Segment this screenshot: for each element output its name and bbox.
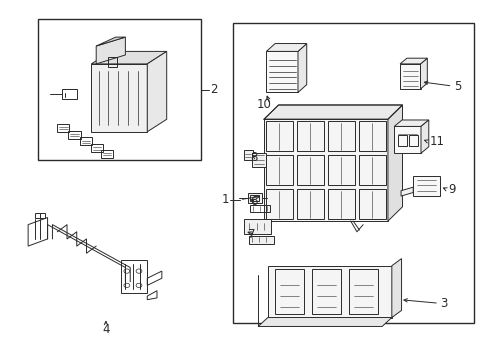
Bar	[250, 205, 269, 212]
Bar	[359, 155, 385, 185]
Bar	[408, 135, 417, 146]
Polygon shape	[420, 58, 427, 89]
Polygon shape	[393, 120, 428, 126]
Bar	[57, 124, 69, 132]
Text: 2: 2	[210, 84, 218, 96]
Polygon shape	[420, 120, 428, 153]
Text: 1: 1	[221, 193, 228, 206]
Bar	[247, 193, 261, 203]
Text: 5: 5	[454, 80, 461, 93]
Bar	[251, 153, 266, 167]
Text: 3: 3	[440, 297, 447, 310]
Bar	[275, 269, 304, 314]
Bar	[266, 51, 297, 93]
Polygon shape	[147, 51, 166, 132]
Bar	[359, 121, 385, 152]
Polygon shape	[399, 58, 427, 64]
Polygon shape	[266, 44, 306, 51]
Bar	[266, 189, 292, 219]
Text: 7: 7	[248, 228, 255, 241]
Bar	[38, 19, 201, 160]
Bar	[40, 213, 45, 217]
Polygon shape	[91, 64, 147, 132]
Polygon shape	[391, 258, 401, 318]
Polygon shape	[96, 37, 125, 64]
Bar	[101, 150, 113, 158]
Bar	[232, 23, 472, 323]
Bar	[328, 121, 354, 152]
Polygon shape	[400, 187, 412, 196]
Bar	[266, 121, 292, 152]
Bar	[62, 89, 77, 99]
Bar	[297, 121, 323, 152]
Text: 6: 6	[250, 195, 257, 208]
Text: 11: 11	[428, 135, 444, 148]
Bar	[35, 213, 40, 217]
Bar	[266, 155, 292, 185]
Text: 9: 9	[448, 183, 455, 196]
Bar	[108, 58, 117, 67]
Bar	[399, 64, 420, 89]
Bar	[249, 236, 273, 244]
Bar	[250, 195, 259, 202]
Polygon shape	[264, 119, 387, 221]
Text: 10: 10	[256, 98, 271, 111]
Bar	[244, 219, 271, 234]
Bar	[91, 144, 103, 152]
Bar	[348, 269, 377, 314]
Bar	[328, 189, 354, 219]
Bar	[297, 155, 323, 185]
Bar	[412, 176, 439, 196]
Polygon shape	[258, 318, 391, 327]
Text: 4: 4	[102, 323, 109, 336]
Bar	[328, 155, 354, 185]
Bar	[359, 189, 385, 219]
Bar	[397, 135, 406, 146]
Bar	[393, 126, 420, 153]
Polygon shape	[264, 105, 402, 119]
Polygon shape	[91, 51, 166, 64]
Bar	[68, 131, 81, 139]
Polygon shape	[297, 44, 306, 93]
Polygon shape	[267, 266, 391, 318]
Polygon shape	[387, 105, 402, 221]
Bar	[243, 150, 253, 160]
Polygon shape	[96, 37, 125, 46]
Bar	[80, 138, 92, 145]
Bar	[311, 269, 341, 314]
Bar	[297, 189, 323, 219]
Text: 8: 8	[250, 151, 257, 165]
